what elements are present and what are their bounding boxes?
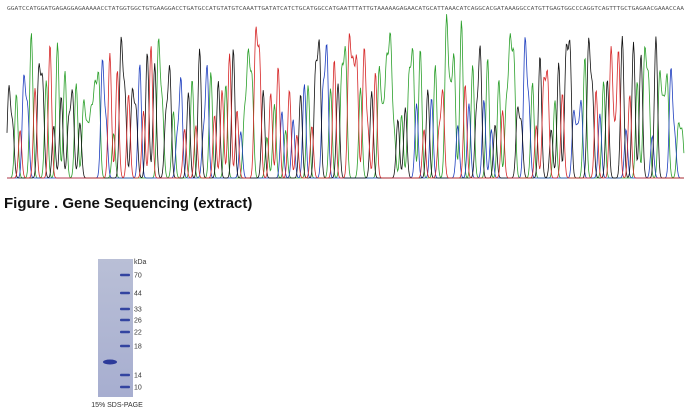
unit-label: kDa	[134, 259, 147, 266]
ladder-band	[120, 373, 130, 377]
sequence-text: GGATCCATGGATGAGAGGAGAAAAACCTATGGTGGCTGTG…	[7, 6, 685, 12]
trace-t	[7, 26, 684, 179]
sample-band	[103, 359, 117, 365]
ladder-band	[120, 344, 130, 348]
ladder-band	[120, 307, 130, 311]
trace-g	[6, 35, 684, 179]
figure-caption: Figure . Gene Sequencing (extract)	[4, 195, 252, 212]
marker-label: 44	[134, 291, 142, 298]
gel-caption: 15% SDS-PAGE	[91, 402, 143, 409]
marker-label: 14	[134, 373, 142, 380]
marker-label: 18	[134, 344, 142, 351]
marker-label: 26	[134, 318, 142, 325]
ladder-band	[120, 330, 130, 334]
ladder-band	[120, 273, 130, 277]
marker-label: 22	[134, 330, 142, 337]
marker-label: 33	[134, 307, 142, 314]
ladder-band	[120, 291, 130, 295]
gel-lane	[98, 259, 133, 397]
ladder-band	[120, 385, 130, 389]
chromatogram	[6, 14, 685, 179]
ladder-band	[120, 318, 130, 322]
gel-ladder: 70 44 33 26 22 18 14 10	[120, 273, 142, 392]
marker-label: 70	[134, 273, 142, 280]
sequence-letters: GGATCCATGGATGAGAGGAGAAAAACCTATGGTGGCTGTG…	[7, 6, 685, 12]
marker-label: 10	[134, 385, 142, 392]
